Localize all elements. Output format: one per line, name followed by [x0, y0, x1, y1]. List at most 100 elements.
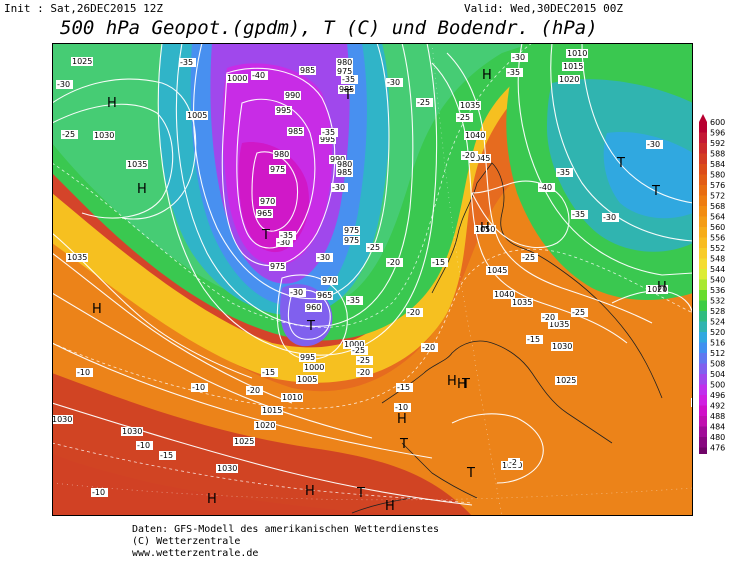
pressure-label: 1030: [93, 131, 115, 140]
svg-text:970: 970: [322, 276, 337, 285]
legend-swatch: [699, 216, 707, 227]
svg-text:-20: -20: [247, 386, 260, 395]
svg-text:-15: -15: [160, 451, 173, 460]
valid-time: Valid: Wed,30DEC2015 00Z: [464, 2, 623, 15]
legend-value: 528: [710, 307, 725, 316]
pressure-label: 1020: [558, 75, 580, 84]
svg-text:1010: 1010: [282, 393, 302, 402]
svg-text:1000: 1000: [227, 74, 247, 83]
legend-swatch: [699, 248, 707, 259]
svg-text:1030: 1030: [52, 415, 72, 424]
footer-url: www.wetterzentrale.de: [132, 548, 259, 559]
temperature-label: -15: [261, 368, 278, 377]
pressure-label: 1035: [511, 298, 533, 307]
legend-swatch: [699, 258, 707, 269]
svg-text:1035: 1035: [67, 253, 87, 262]
svg-text:-35: -35: [280, 231, 293, 240]
pressure-label: 965: [316, 291, 333, 300]
pressure-label: 1030: [551, 342, 573, 351]
legend-value: 476: [710, 444, 725, 453]
legend-value: 544: [710, 265, 725, 274]
temperature-label: -2: [508, 458, 520, 467]
pressure-label: 990: [284, 91, 301, 100]
legend-value: 564: [710, 213, 725, 222]
pressure-label: 1030: [216, 464, 238, 473]
legend-swatch: [699, 363, 707, 374]
legend-swatch: [699, 290, 707, 301]
footer-data-source: Daten: GFS-Modell des amerikanischen Wet…: [132, 524, 440, 535]
svg-text:1025: 1025: [556, 376, 576, 385]
pressure-label: 980: [336, 160, 353, 169]
svg-text:-25: -25: [457, 113, 470, 122]
temperature-label: -35: [571, 210, 588, 219]
legend-value: 548: [710, 255, 725, 264]
legend-swatch: [699, 153, 707, 164]
weather-map: 1025103010351035100010059909859809759959…: [52, 43, 693, 516]
high-pressure-marker: H: [447, 374, 457, 389]
temperature-label: -15: [431, 258, 448, 267]
legend-value: 520: [710, 328, 725, 337]
svg-text:990: 990: [285, 91, 300, 100]
svg-text:1040: 1040: [465, 131, 485, 140]
legend-value: 484: [710, 423, 725, 432]
temperature-label: -25: [456, 113, 473, 122]
high-pressure-marker: H: [107, 96, 117, 111]
legend-swatch: [699, 195, 707, 206]
svg-text:980: 980: [337, 58, 352, 67]
legend-value: 500: [710, 381, 725, 390]
temperature-label: -20: [421, 343, 438, 352]
pressure-label: 985: [287, 127, 304, 136]
temperature-label: -10: [191, 383, 208, 392]
temperature-label: -25: [416, 98, 433, 107]
svg-text:-35: -35: [557, 168, 570, 177]
pressure-label: 1015: [562, 62, 584, 71]
legend-value: 532: [710, 297, 725, 306]
high-pressure-marker: H: [457, 377, 467, 392]
svg-text:985: 985: [337, 168, 352, 177]
legend-swatch: [699, 143, 707, 154]
svg-text:-30: -30: [277, 238, 290, 247]
temperature-label: -35: [279, 231, 296, 240]
legend-swatch: [699, 384, 707, 395]
svg-text:1030: 1030: [122, 427, 142, 436]
pressure-label: 1000: [303, 363, 325, 372]
pressure-label: 1000: [226, 74, 248, 83]
svg-text:-35: -35: [572, 210, 585, 219]
temperature-label: -30: [316, 253, 333, 262]
legend-swatch: [699, 132, 707, 143]
legend-swatch: [699, 185, 707, 196]
legend-value: 560: [710, 223, 725, 232]
pressure-label: 1005: [186, 111, 208, 120]
legend-value: 596: [710, 129, 725, 138]
legend-swatch: [699, 321, 707, 332]
svg-text:970: 970: [260, 197, 275, 206]
legend-value: 580: [710, 171, 725, 180]
svg-text:965: 965: [257, 209, 272, 218]
pressure-label: 970: [259, 197, 276, 206]
low-pressure-marker: T: [356, 486, 365, 501]
temperature-label: -30: [386, 78, 403, 87]
svg-text:-35: -35: [347, 296, 360, 305]
svg-text:975: 975: [337, 67, 352, 76]
pressure-label: 985: [336, 168, 353, 177]
svg-text:-20: -20: [407, 308, 420, 317]
legend-swatch: [699, 311, 707, 322]
temperature-label: -25: [571, 308, 588, 317]
temperature-label: -20: [406, 308, 423, 317]
svg-text:1020: 1020: [255, 421, 275, 430]
pressure-label: 1000: [343, 340, 365, 349]
svg-text:995: 995: [300, 353, 315, 362]
svg-text:-35: -35: [322, 128, 335, 137]
low-pressure-marker: T: [651, 184, 660, 199]
low-pressure-marker: T: [466, 466, 475, 481]
pressure-label: 1045: [469, 154, 491, 163]
svg-text:1030: 1030: [217, 464, 237, 473]
legend-swatch: [699, 405, 707, 416]
low-pressure-marker: T: [461, 377, 470, 392]
svg-text:980: 980: [274, 150, 289, 159]
high-pressure-marker: H: [305, 484, 315, 499]
legend-value: 512: [710, 349, 725, 358]
svg-text:-20: -20: [357, 368, 370, 377]
temperature-label: -30: [276, 238, 293, 247]
